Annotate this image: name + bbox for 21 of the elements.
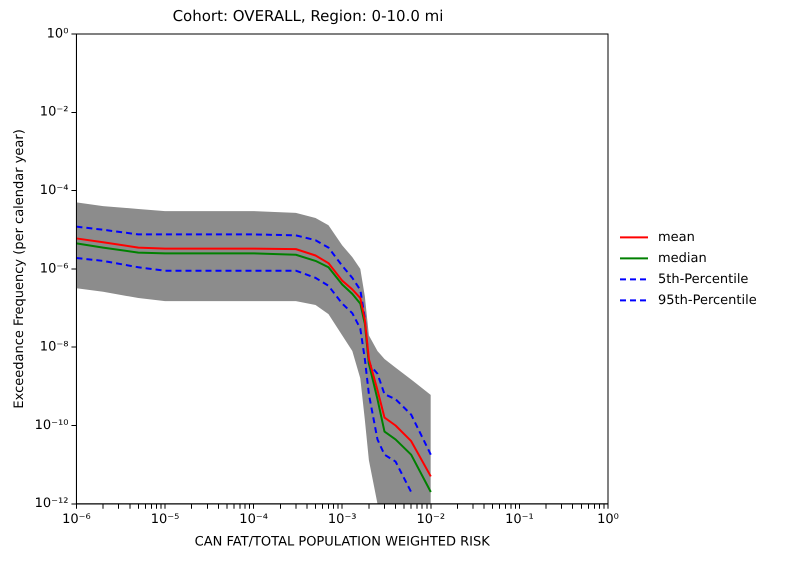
- y-tick-label: 10⁻⁴: [40, 182, 68, 198]
- y-tick-label: 10⁰: [46, 26, 68, 42]
- legend-label: 5th-Percentile: [658, 272, 748, 287]
- y-tick-label: 10⁻⁸: [40, 340, 68, 355]
- y-tick-label: 10⁻²: [40, 104, 68, 120]
- x-tick-label: 10⁻⁶: [62, 512, 91, 527]
- y-tick-label: 10⁻⁶: [40, 261, 68, 276]
- legend-label: 95th-Percentile: [658, 292, 757, 308]
- x-tick-label: 10⁻³: [328, 512, 357, 527]
- x-tick-label: 10⁻⁵: [150, 512, 180, 527]
- x-tick-label: 10⁻⁴: [239, 512, 268, 527]
- x-tick-label: 10⁻²: [416, 512, 446, 527]
- x-axis-title: CAN FAT/TOTAL POPULATION WEIGHTED RISK: [194, 534, 490, 550]
- x-tick-label: 10⁰: [597, 512, 619, 527]
- y-tick-label: 10⁻¹⁰: [34, 418, 68, 433]
- y-tick-label: 10⁻¹²: [34, 496, 68, 512]
- x-tick-label: 10⁻¹: [505, 512, 534, 527]
- y-axis-title: Exceedance Frequency (per calendar year): [12, 129, 28, 409]
- legend-label: median: [658, 250, 707, 266]
- chart-title: Cohort: OVERALL, Region: 0-10.0 mi: [172, 6, 444, 25]
- legend-label: mean: [658, 230, 695, 245]
